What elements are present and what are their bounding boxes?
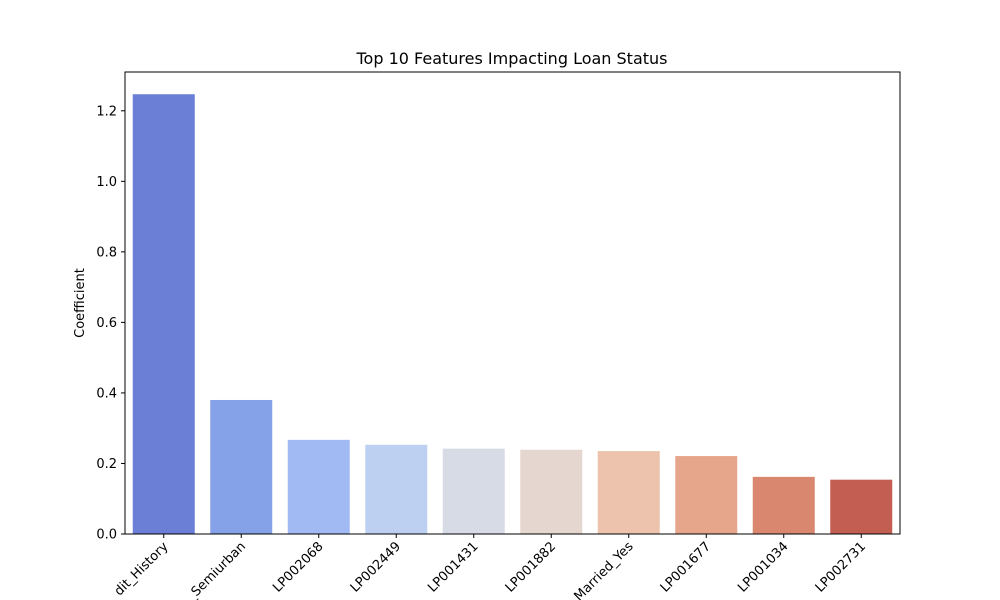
bars-group [132, 94, 893, 534]
bar-lp001882 [520, 449, 583, 534]
y-tick-label: 1.0 [96, 175, 117, 190]
bar-lp001431 [442, 448, 505, 534]
y-tick-label: 0.0 [96, 528, 117, 543]
bar-lp002449 [365, 444, 428, 534]
y-tick-label: 0.2 [96, 457, 117, 472]
bar-lp001677 [675, 456, 738, 534]
bar-property-area-semiurban [210, 399, 273, 534]
bar-credit-history [132, 94, 195, 534]
bar-lp002731 [830, 479, 893, 534]
bar-lp002068 [287, 439, 350, 534]
chart-title: Top 10 Features Impacting Loan Status [355, 49, 667, 68]
y-axis: 0.0 0.2 0.4 0.6 0.8 1.0 1.2 [96, 104, 125, 543]
bar-married-yes [597, 451, 660, 534]
plot-frame [124, 71, 901, 535]
bar-lp001034 [752, 476, 815, 534]
y-tick-label: 0.6 [96, 316, 117, 331]
y-tick-label: 0.8 [96, 245, 117, 260]
y-axis-label: Coefficient [73, 268, 88, 338]
y-tick-label: 1.2 [96, 104, 117, 119]
y-tick-label: 0.4 [96, 386, 117, 401]
